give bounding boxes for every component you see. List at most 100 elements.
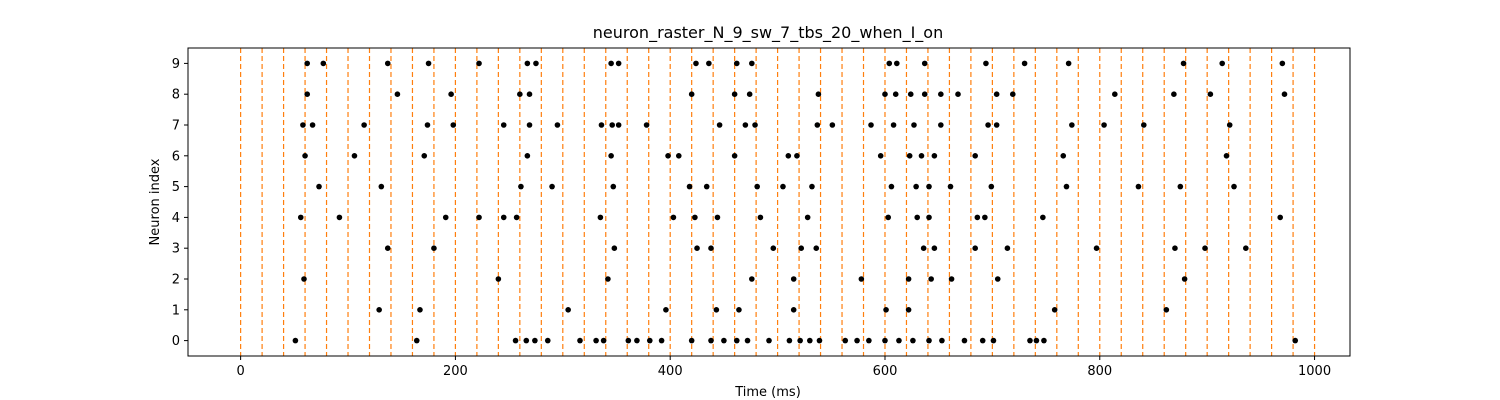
spike-point xyxy=(988,183,995,190)
spike-point xyxy=(1243,245,1249,251)
spike-point xyxy=(816,337,823,344)
spike-point xyxy=(301,276,307,282)
x-tick-label: 0 xyxy=(236,364,244,379)
spike-point xyxy=(1135,183,1142,190)
spike-point xyxy=(610,183,617,190)
spike-point xyxy=(1063,183,1070,190)
spike-point xyxy=(882,337,888,344)
spike-point xyxy=(549,183,555,190)
spike-point xyxy=(297,214,304,221)
spike-point xyxy=(938,91,944,97)
spike-point xyxy=(688,91,695,97)
spike-point xyxy=(829,122,836,128)
spike-point xyxy=(886,60,893,67)
spike-point xyxy=(512,337,519,344)
spike-point xyxy=(1027,337,1033,344)
spike-point xyxy=(814,122,821,128)
spike-point xyxy=(972,245,978,251)
spike-point xyxy=(675,153,682,159)
spike-point xyxy=(809,183,815,190)
spike-point xyxy=(911,122,917,128)
spike-point xyxy=(1181,276,1188,282)
spike-point xyxy=(544,337,551,344)
spike-point xyxy=(913,183,919,190)
y-tick-label: 3 xyxy=(172,242,180,257)
spike-point xyxy=(658,337,665,344)
spike-point xyxy=(790,276,797,282)
spike-point xyxy=(858,276,865,282)
spike-point xyxy=(974,214,981,221)
spike-point xyxy=(1207,91,1214,97)
spike-point xyxy=(513,214,520,221)
spike-point xyxy=(926,183,932,190)
spike-point xyxy=(928,276,934,282)
spike-point xyxy=(1040,214,1046,221)
spike-point xyxy=(907,91,914,97)
spike-point xyxy=(882,91,888,97)
spike-point xyxy=(785,153,792,159)
spike-point xyxy=(786,337,793,344)
y-tick-label: 0 xyxy=(172,334,180,349)
spike-point xyxy=(384,245,391,251)
spike-point xyxy=(431,245,437,251)
spike-point xyxy=(1277,214,1283,221)
spike-point xyxy=(1202,245,1208,251)
spike-point xyxy=(798,245,805,251)
spike-point xyxy=(608,60,614,67)
spike-point xyxy=(524,153,531,159)
spike-point xyxy=(797,337,803,344)
spike-point xyxy=(752,122,758,128)
spike-point xyxy=(983,60,989,67)
spike-point xyxy=(424,122,431,128)
spike-point xyxy=(523,337,530,344)
spike-point xyxy=(938,122,944,128)
spike-point xyxy=(905,307,912,313)
spike-point xyxy=(749,60,755,67)
spike-point xyxy=(731,91,738,97)
spike-point xyxy=(448,91,454,97)
spike-point xyxy=(733,337,740,344)
spike-point xyxy=(643,122,650,128)
spike-point xyxy=(1219,60,1226,67)
spike-point xyxy=(706,60,712,67)
spike-point xyxy=(1004,245,1011,251)
spike-point xyxy=(615,122,622,128)
spike-point xyxy=(1279,60,1286,67)
spike-point xyxy=(866,337,872,344)
spike-point xyxy=(1223,153,1230,159)
spike-point xyxy=(524,60,531,67)
y-tick-label: 2 xyxy=(172,273,180,288)
spike-point xyxy=(1163,307,1170,313)
spike-point xyxy=(361,122,367,128)
spike-point xyxy=(693,60,699,67)
spike-point xyxy=(804,214,811,221)
spike-point xyxy=(1180,60,1187,67)
spike-point xyxy=(577,337,583,344)
spike-point xyxy=(500,214,507,221)
spike-point xyxy=(926,337,932,344)
spike-point xyxy=(921,91,928,97)
y-tick-label: 4 xyxy=(172,211,180,226)
spike-point xyxy=(742,122,749,128)
spike-point xyxy=(526,91,533,97)
spike-point xyxy=(1281,91,1288,97)
spike-point xyxy=(914,214,921,221)
spike-point xyxy=(931,153,938,159)
spike-point xyxy=(625,337,632,344)
x-axis-label: Time (ms) xyxy=(734,385,801,400)
spike-point xyxy=(304,91,311,97)
x-tick-label: 800 xyxy=(1087,364,1112,379)
spike-point xyxy=(1021,60,1028,67)
spike-point xyxy=(948,276,955,282)
spike-point xyxy=(615,60,622,67)
x-tick-label: 200 xyxy=(443,364,468,379)
spike-point xyxy=(593,337,599,344)
spike-point xyxy=(292,337,299,344)
spike-point xyxy=(1101,122,1107,128)
spike-point xyxy=(1093,245,1100,251)
spike-point xyxy=(714,214,721,221)
spike-point xyxy=(1051,307,1058,313)
spike-point xyxy=(304,60,311,67)
x-axis-ticks: 0 200 400 600 800 1000 xyxy=(236,356,1331,379)
